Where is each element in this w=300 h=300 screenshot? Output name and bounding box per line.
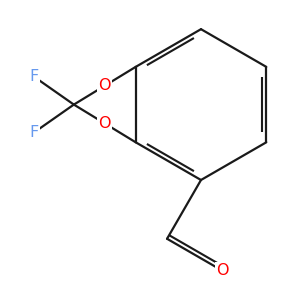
Text: O: O: [98, 116, 111, 131]
Text: F: F: [29, 69, 38, 84]
Text: O: O: [98, 78, 111, 93]
Text: F: F: [29, 125, 38, 140]
Text: O: O: [216, 263, 229, 278]
